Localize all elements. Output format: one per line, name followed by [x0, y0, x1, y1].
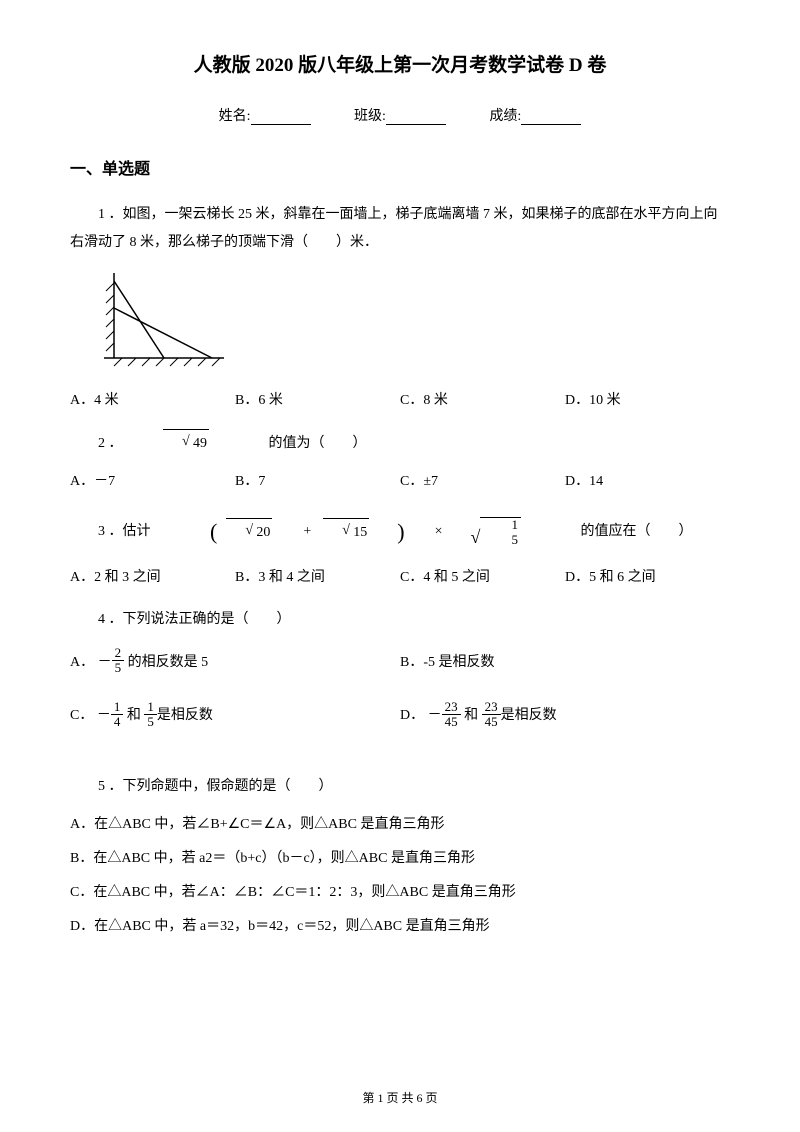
q1-text: 1 ．如图，一架云梯长 25 米，斜靠在一面墙上，梯子底端离墙 7 米，如果梯子…: [70, 201, 730, 257]
q1-opt-b[interactable]: B．6 米: [235, 389, 400, 409]
q1-opt-a[interactable]: A．4 米: [70, 389, 235, 409]
fraction: 2345: [442, 700, 461, 730]
q5-opt-d[interactable]: D．在△ABC 中，若 a＝32，b＝42，c＝52，则△ABC 是直角三角形: [70, 915, 730, 935]
q2-text: 2 ． 49 的值为（ ）: [70, 429, 367, 458]
fraction: 14: [111, 700, 124, 730]
rparen-icon: ): [369, 510, 404, 554]
q2-opt-a[interactable]: A．－7: [70, 470, 235, 490]
q5-options: A．在△ABC 中，若∠B+∠C＝∠A，则△ABC 是直角三角形 B．在△ABC…: [70, 813, 730, 935]
question-3: 3 ．估计 ( 20 + 15 ) × √ 15 的值应在（ ）: [70, 510, 730, 554]
name-label: 姓名:: [219, 109, 251, 124]
fraction: 15: [480, 517, 521, 547]
q1-opt-d[interactable]: D．10 米: [565, 389, 730, 409]
q4-opt-d[interactable]: D． －2345 和 2345 是相反数: [400, 700, 730, 730]
q1-diagram: [94, 273, 730, 373]
q5-text: 5 ．下列命题中，假命题的是（ ）: [70, 773, 730, 801]
q3-text: 3 ．估计 ( 20 + 15 ) × √ 15 的值应在（ ）: [70, 510, 692, 554]
name-blank[interactable]: [251, 111, 311, 125]
class-label: 班级:: [354, 109, 386, 124]
q5-opt-b[interactable]: B．在△ABC 中，若 a2＝（b+c）（b－c），则△ABC 是直角三角形: [70, 847, 730, 867]
q3-opt-a[interactable]: A．2 和 3 之间: [70, 566, 235, 586]
question-2: 2 ． 49 的值为（ ）: [70, 429, 730, 458]
question-1: 1 ．如图，一架云梯长 25 米，斜靠在一面墙上，梯子底端离墙 7 米，如果梯子…: [70, 201, 730, 257]
q4-opt-b[interactable]: B．-5 是相反数: [400, 646, 730, 676]
score-label: 成绩:: [489, 109, 521, 124]
question-4: 4 ．下列说法正确的是（ ）: [70, 606, 730, 634]
q3-opt-c[interactable]: C．4 和 5 之间: [400, 566, 565, 586]
q2-opt-b[interactable]: B．7: [235, 470, 400, 490]
q2-options: A．－7 B．7 C．±7 D．14: [70, 470, 730, 490]
fraction: 2345: [482, 700, 501, 730]
sqrt-icon: 49: [163, 429, 209, 458]
q5-opt-a[interactable]: A．在△ABC 中，若∠B+∠C＝∠A，则△ABC 是直角三角形: [70, 813, 730, 833]
fraction: 15: [144, 700, 157, 730]
page-footer: 第 1 页 共 6 页: [0, 1089, 800, 1106]
q4-opt-a[interactable]: A． －25 的相反数是 5: [70, 646, 400, 676]
q3-opt-d[interactable]: D．5 和 6 之间: [565, 566, 730, 586]
fraction: 25: [112, 646, 125, 676]
score-blank[interactable]: [521, 111, 581, 125]
q1-options: A．4 米 B．6 米 C．8 米 D．10 米: [70, 389, 730, 409]
page-title: 人教版 2020 版八年级上第一次月考数学试卷 D 卷: [70, 50, 730, 77]
student-info: 姓名: 班级: 成绩:: [70, 105, 730, 125]
q4-options: A． －25 的相反数是 5 B．-5 是相反数 C． －14 和 15 是相反…: [70, 646, 730, 753]
lparen-icon: (: [182, 510, 217, 554]
class-blank[interactable]: [386, 111, 446, 125]
sqrt-icon: 20: [226, 518, 272, 547]
q4-opt-c[interactable]: C． －14 和 15 是相反数: [70, 700, 400, 730]
q4-text: 4 ．下列说法正确的是（ ）: [70, 606, 730, 634]
q5-opt-c[interactable]: C．在△ABC 中，若∠A：∠B：∠C＝1：2：3，则△ABC 是直角三角形: [70, 881, 730, 901]
question-5: 5 ．下列命题中，假命题的是（ ）: [70, 773, 730, 801]
q2-opt-c[interactable]: C．±7: [400, 470, 565, 490]
q3-opt-b[interactable]: B．3 和 4 之间: [235, 566, 400, 586]
section-header: 一、单选题: [70, 155, 730, 179]
sqrt-icon: 15: [323, 518, 369, 547]
q1-opt-c[interactable]: C．8 米: [400, 389, 565, 409]
q3-options: A．2 和 3 之间 B．3 和 4 之间 C．4 和 5 之间 D．5 和 6…: [70, 566, 730, 586]
q2-opt-d[interactable]: D．14: [565, 470, 730, 490]
ladder-diagram-icon: [94, 273, 234, 368]
